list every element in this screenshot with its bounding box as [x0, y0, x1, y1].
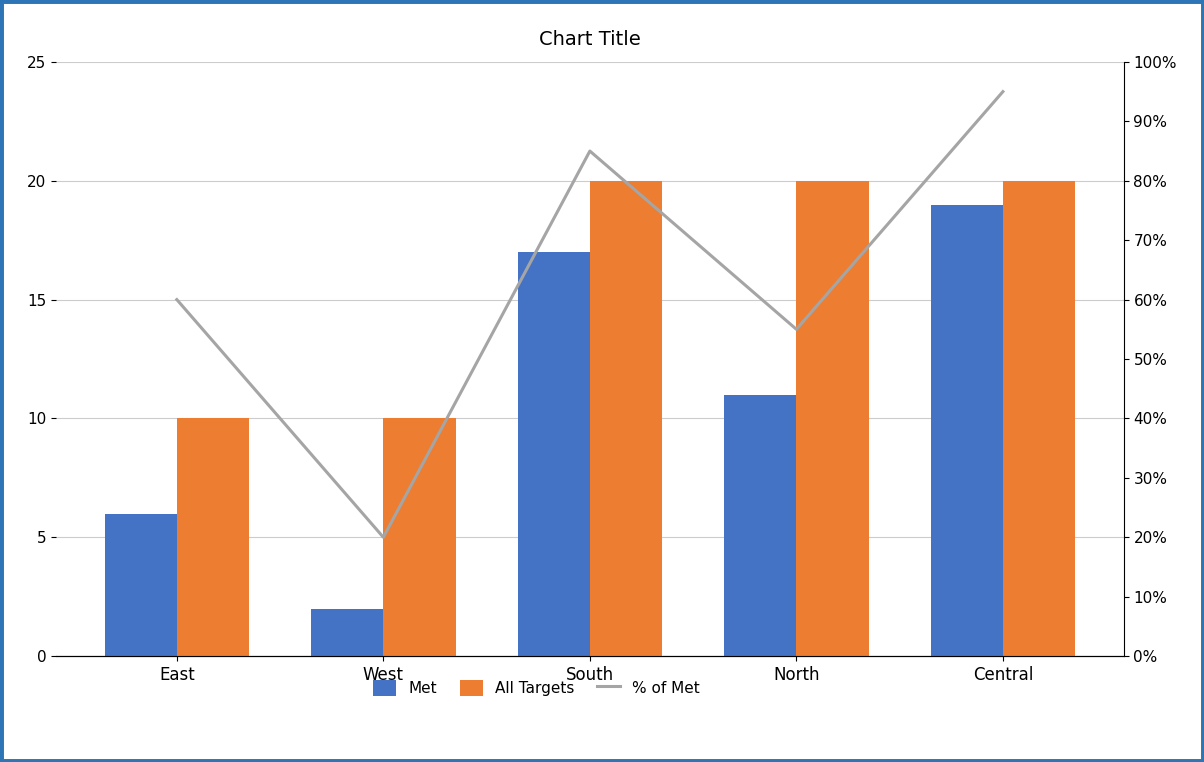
% of Met: [376, 533, 390, 542]
Bar: [177, 418, 249, 656]
Bar: [590, 181, 662, 656]
Bar: [383, 418, 455, 656]
Bar: [724, 395, 796, 656]
% of Met: [789, 325, 803, 334]
Line: % of Met: % of Met: [177, 91, 1003, 537]
Bar: [518, 252, 590, 656]
Bar: [105, 514, 177, 656]
Legend: Met, All Targets, % of Met: Met, All Targets, % of Met: [367, 674, 706, 702]
Bar: [311, 609, 383, 656]
% of Met: [170, 295, 184, 304]
Bar: [1003, 181, 1075, 656]
Title: Chart Title: Chart Title: [539, 30, 641, 50]
% of Met: [996, 87, 1010, 96]
% of Met: [583, 146, 597, 155]
Bar: [931, 204, 1003, 656]
Bar: [796, 181, 868, 656]
